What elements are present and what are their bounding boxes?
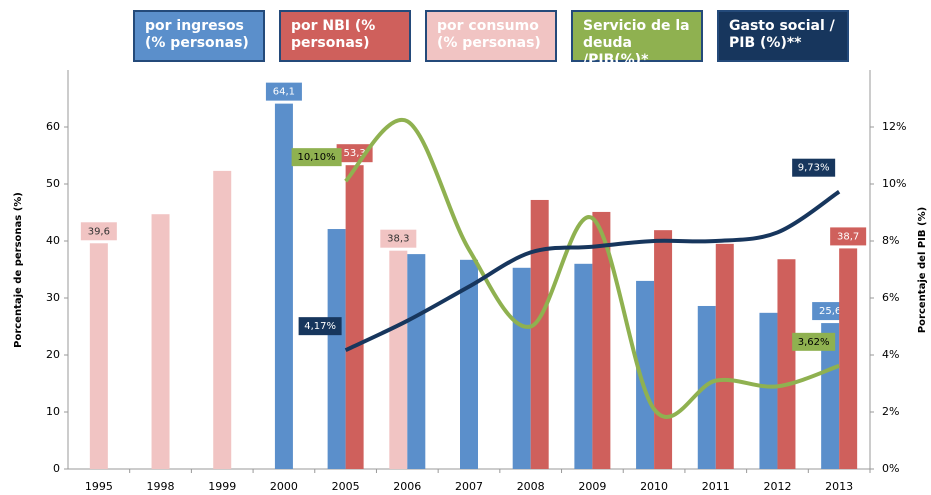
bar xyxy=(151,214,170,469)
data-label: 53,3 xyxy=(343,148,365,159)
x-tick-label: 2007 xyxy=(455,480,483,493)
y-tick-label: 60 xyxy=(46,120,60,133)
x-tick-label: 1998 xyxy=(147,480,175,493)
data-label-box xyxy=(792,332,836,351)
y2-tick-label: 8% xyxy=(882,234,899,247)
bar xyxy=(512,267,531,469)
bar xyxy=(213,170,232,469)
x-tick-label: 2008 xyxy=(517,480,545,493)
x-tick-label: 2009 xyxy=(578,480,606,493)
y-tick-label: 0 xyxy=(53,462,60,475)
data-label: 4,17% xyxy=(304,321,336,332)
y-tick-label: 20 xyxy=(46,348,60,361)
data-label: 64,1 xyxy=(273,87,295,98)
x-tick-label: 1999 xyxy=(208,480,236,493)
data-label: 9,73% xyxy=(798,163,830,174)
legend: por ingresos (% personas) por NBI (% pers… xyxy=(133,10,863,68)
data-label-box xyxy=(380,229,417,248)
y2-tick-label: 4% xyxy=(882,348,899,361)
bar xyxy=(715,243,734,469)
bar xyxy=(530,199,549,469)
bar xyxy=(345,165,364,469)
bar xyxy=(274,103,293,469)
legend-entry: Gasto social / PIB (%)** xyxy=(717,10,849,62)
y2-axis-label: Porcentaje del PIB (%) xyxy=(917,207,928,333)
y-tick-label: 30 xyxy=(46,291,60,304)
bar xyxy=(89,243,108,469)
legend-entry: por NBI (% personas) xyxy=(279,10,411,62)
data-label-box xyxy=(298,317,342,336)
legend-entry: por consumo (% personas) xyxy=(425,10,557,62)
y2-tick-label: 10% xyxy=(882,177,906,190)
x-tick-label: 2011 xyxy=(702,480,730,493)
y-tick-label: 50 xyxy=(46,177,60,190)
bar xyxy=(839,248,858,469)
y-tick-label: 40 xyxy=(46,234,60,247)
legend-entry: por ingresos (% personas) xyxy=(133,10,265,62)
data-label: 10,10% xyxy=(298,152,336,163)
data-label-box xyxy=(291,148,342,167)
bar xyxy=(592,211,611,469)
data-label-box xyxy=(830,227,867,246)
x-tick-label: 2000 xyxy=(270,480,298,493)
bar xyxy=(759,312,778,469)
legend-entry: Servicio de la deuda /PIB(%)* xyxy=(571,10,703,68)
data-label-box xyxy=(265,82,302,101)
y2-tick-label: 12% xyxy=(882,120,906,133)
bar xyxy=(389,250,408,469)
x-tick-label: 2006 xyxy=(393,480,421,493)
y-axis-label: Porcentaje de personas (%) xyxy=(13,192,24,348)
y-tick-label: 10 xyxy=(46,405,60,418)
data-label: 25,6 xyxy=(819,306,841,317)
y2-tick-label: 6% xyxy=(882,291,899,304)
bar xyxy=(327,229,346,469)
y2-tick-label: 0% xyxy=(882,462,899,475)
y2-tick-label: 2% xyxy=(882,405,899,418)
x-tick-label: 2005 xyxy=(332,480,360,493)
data-label: 38,3 xyxy=(387,234,409,245)
line xyxy=(344,190,841,352)
bar xyxy=(636,280,655,469)
data-label: 3,62% xyxy=(798,337,830,348)
bar xyxy=(654,230,673,469)
bar xyxy=(777,259,796,469)
data-label-box xyxy=(80,222,117,241)
x-tick-label: 2010 xyxy=(640,480,668,493)
data-label: 39,6 xyxy=(88,226,110,237)
bar xyxy=(460,259,478,469)
bar xyxy=(407,254,426,469)
x-tick-label: 2013 xyxy=(825,480,853,493)
data-label: 38,7 xyxy=(837,231,859,242)
line xyxy=(344,117,840,419)
x-tick-label: 2012 xyxy=(763,480,791,493)
x-tick-label: 1995 xyxy=(85,480,113,493)
data-label-box xyxy=(792,158,836,177)
bar xyxy=(574,263,593,469)
bar xyxy=(821,323,840,469)
